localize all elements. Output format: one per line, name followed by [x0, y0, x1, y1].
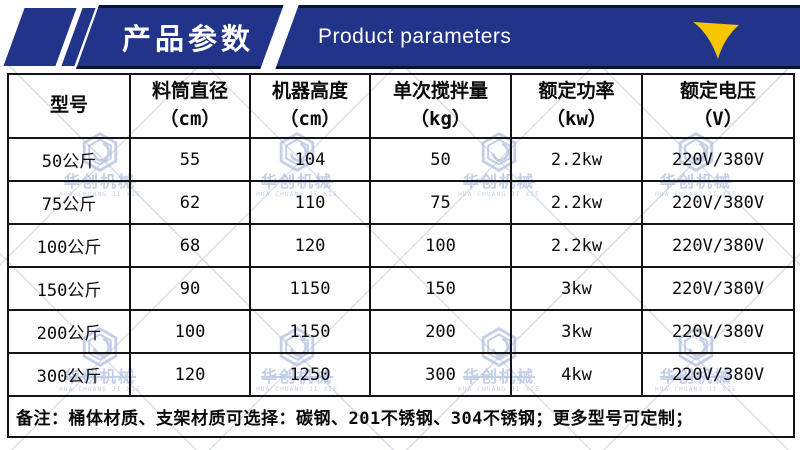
table-row: 200公斤 100 1150 200 3kw 220V/380V: [7, 309, 795, 354]
machine-height-cell: 1150: [249, 309, 371, 354]
rated-voltage-cell: 220V/380V: [641, 352, 795, 397]
page-subtitle: Product parameters: [318, 25, 512, 48]
mix-capacity-cell: 50: [369, 137, 512, 182]
column-label: 型号: [49, 94, 88, 117]
barrel-diameter-cell: 120: [129, 352, 251, 397]
column-unit: （kw）: [546, 108, 607, 130]
yellow-arrow-icon: [692, 21, 742, 65]
column-header-barrel-diameter: 料筒直径 （cm）: [129, 73, 251, 139]
machine-height-cell: 110: [249, 180, 371, 225]
table-note-row: 备注：桶体材质、支架材质可选择：碳钢、201不锈钢、304不锈钢；更多型号可定制…: [7, 395, 795, 438]
page-title: 产品参数: [121, 24, 254, 56]
column-header-rated-voltage: 额定电压 （V）: [641, 73, 795, 139]
mix-capacity-cell: 200: [369, 309, 512, 354]
table-header-row: 型号 料筒直径 （cm） 机器高度 （cm） 单次搅拌量 （kg） 额定功率 （kw） …: [7, 73, 795, 139]
table-row: 75公斤 62 110 75 2.2kw 220V/380V: [7, 180, 795, 225]
barrel-diameter-cell: 62: [129, 180, 251, 225]
model-cell: 150公斤: [7, 266, 131, 311]
machine-height-cell: 1150: [249, 266, 371, 311]
column-label: 额定电压: [679, 80, 756, 103]
remarks-note: 备注：桶体材质、支架材质可选择：碳钢、201不锈钢、304不锈钢；更多型号可定制…: [7, 395, 795, 438]
model-cell: 50公斤: [7, 137, 131, 182]
rated-voltage-cell: 220V/380V: [641, 223, 795, 268]
column-header-model: 型号: [7, 73, 131, 139]
rated-power-cell: 2.2kw: [510, 180, 643, 225]
rated-voltage-cell: 220V/380V: [641, 180, 795, 225]
model-cell: 75公斤: [7, 180, 131, 225]
model-cell: 100公斤: [7, 223, 131, 268]
product-parameters-table: 型号 料筒直径 （cm） 机器高度 （cm） 单次搅拌量 （kg） 额定功率 （kw） …: [7, 73, 795, 438]
table-row: 300公斤 120 1250 300 4kw 220V/380V: [7, 352, 795, 397]
mix-capacity-cell: 150: [369, 266, 512, 311]
barrel-diameter-cell: 90: [129, 266, 251, 311]
table-row: 100公斤 68 120 100 2.2kw 220V/380V: [7, 223, 795, 268]
rated-power-cell: 3kw: [510, 266, 643, 311]
machine-height-cell: 120: [249, 223, 371, 268]
column-label: 料筒直径: [151, 80, 228, 103]
column-unit: （kg）: [410, 108, 471, 130]
rated-power-cell: 2.2kw: [510, 137, 643, 182]
barrel-diameter-cell: 55: [129, 137, 251, 182]
rated-voltage-cell: 220V/380V: [641, 309, 795, 354]
rated-power-cell: 4kw: [510, 352, 643, 397]
column-unit: （V）: [693, 108, 743, 130]
table-row: 150公斤 90 1150 150 3kw 220V/380V: [7, 266, 795, 311]
column-header-rated-power: 额定功率 （kw）: [510, 73, 643, 139]
mix-capacity-cell: 300: [369, 352, 512, 397]
rated-power-cell: 2.2kw: [510, 223, 643, 268]
model-cell: 300公斤: [7, 352, 131, 397]
column-header-mix-capacity: 单次搅拌量 （kg）: [369, 73, 512, 139]
mix-capacity-cell: 100: [369, 223, 512, 268]
rated-voltage-cell: 220V/380V: [641, 137, 795, 182]
column-label: 机器高度: [271, 80, 348, 103]
banner: [76, 5, 800, 69]
column-unit: （cm）: [279, 108, 341, 130]
column-label: 单次搅拌量: [392, 80, 488, 103]
column-header-machine-height: 机器高度 （cm）: [249, 73, 371, 139]
column-label: 额定功率: [538, 80, 615, 103]
column-unit: （cm）: [159, 108, 221, 130]
model-cell: 200公斤: [7, 309, 131, 354]
machine-height-cell: 1250: [249, 352, 371, 397]
mix-capacity-cell: 75: [369, 180, 512, 225]
table-row: 50公斤 55 104 50 2.2kw 220V/380V: [7, 137, 795, 182]
rated-voltage-cell: 220V/380V: [641, 266, 795, 311]
barrel-diameter-cell: 100: [129, 309, 251, 354]
machine-height-cell: 104: [249, 137, 371, 182]
barrel-diameter-cell: 68: [129, 223, 251, 268]
rated-power-cell: 3kw: [510, 309, 643, 354]
